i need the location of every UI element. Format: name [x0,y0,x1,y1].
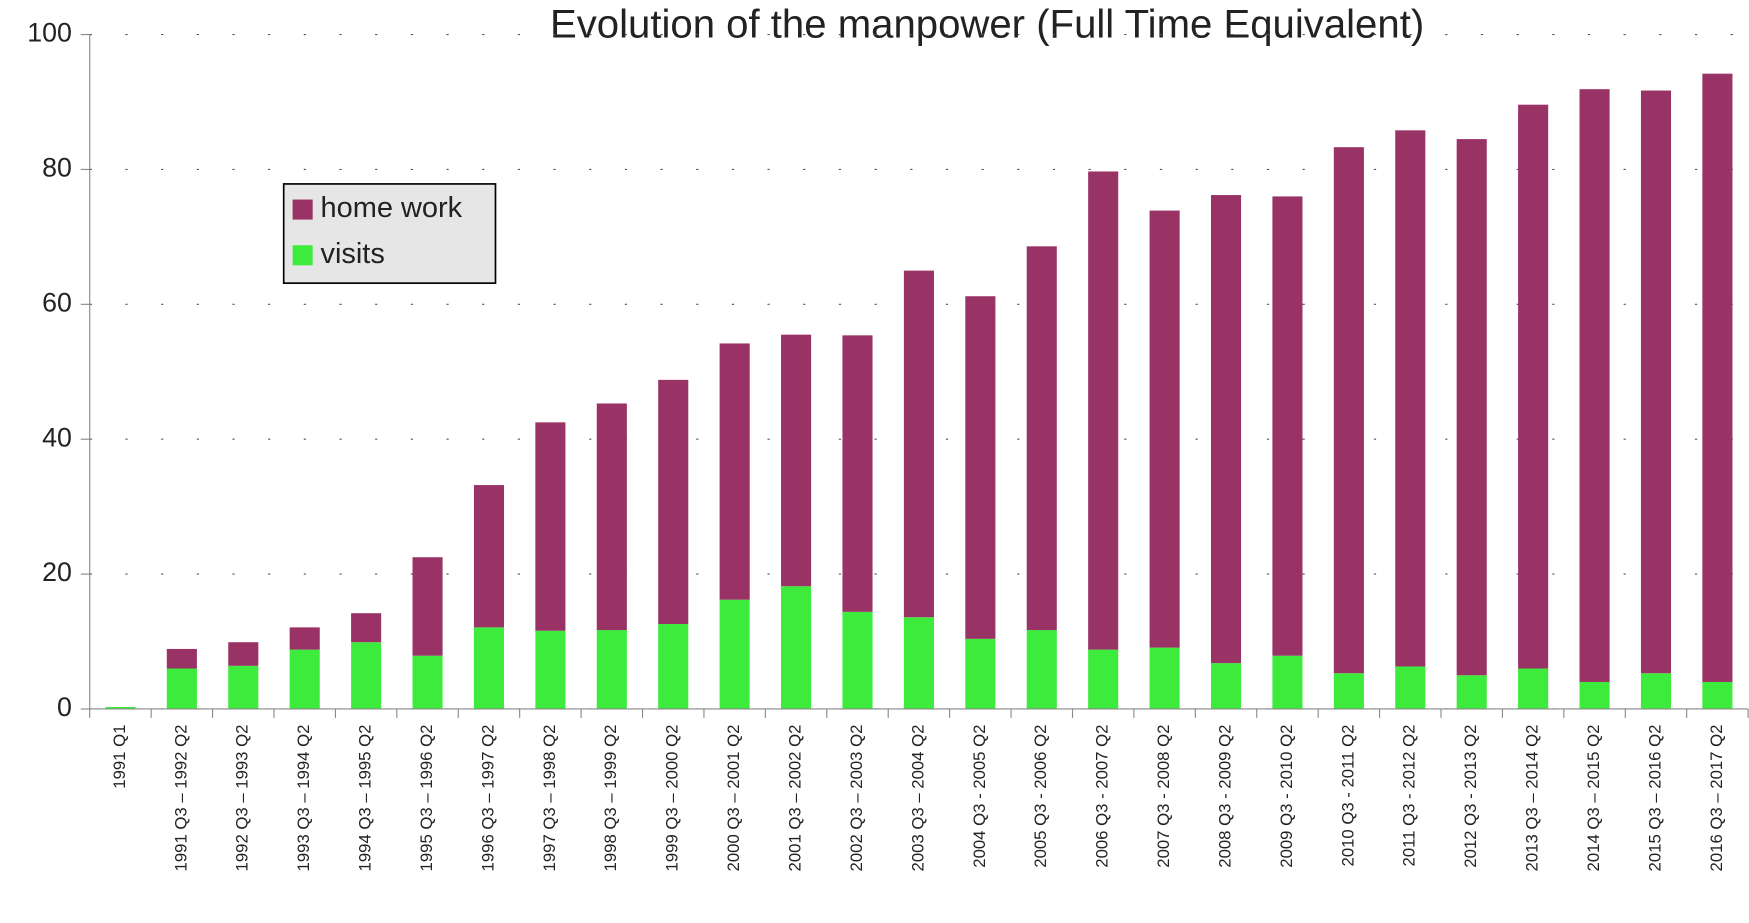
bar-segment [596,403,627,631]
x-tick-label: 2012 Q3 - 2013 Q2 [1461,725,1480,868]
legend-box [282,183,497,284]
bar-segment [842,611,873,709]
bar-segment [535,630,566,709]
x-tick-label: 1994 Q3 – 1995 Q2 [356,725,375,872]
bar-segment [1088,171,1119,650]
bar-segment [903,617,934,709]
bar-segment [473,627,505,709]
legend-swatch [292,245,313,266]
bar-segment [412,557,443,656]
x-tick-label: 1991 Q1 [110,725,129,789]
bar-segment [105,706,136,709]
bar-segment [228,642,259,666]
bar-segment [1333,147,1364,674]
x-tick-label: 2014 Q3 – 2015 Q2 [1584,725,1603,872]
x-tick-label: 2013 Q3 – 2014 Q2 [1523,725,1542,872]
bar-segment [535,422,566,631]
bar-segment [1395,666,1426,709]
bar-segment [1210,195,1242,664]
y-tick-label: 80 [42,153,72,183]
x-tick-label: 2010 Q3 - 2011 Q2 [1338,725,1357,867]
bar-segment [719,343,750,600]
bar-segment [658,623,689,709]
y-tick-label: 40 [42,422,72,452]
y-tick-label: 0 [57,692,72,722]
x-tick-label: 1998 Q3 – 1999 Q2 [601,725,620,872]
x-tick-label: 2001 Q3 – 2002 Q2 [786,725,805,872]
bar-segment [1702,73,1733,682]
bar-segment [965,296,996,639]
bar-segment [596,630,627,709]
bar-segment [1333,673,1364,709]
bar-segment [412,655,443,709]
x-tick-label: 2004 Q3 - 2005 Q2 [970,725,989,868]
x-tick-label: 1997 Q3 – 1998 Q2 [540,725,559,872]
legend: home work visits [282,183,497,284]
x-tick-label: 2015 Q3 – 2016 Q2 [1645,725,1664,872]
chart-title: Evolution of the manpower (Full Time Equ… [550,1,1424,46]
legend-label: home work [320,192,462,224]
bar-segment [351,642,382,709]
y-tick-label: 60 [42,287,72,317]
bar-segment [781,334,812,587]
bar-segment [1395,130,1426,667]
x-tick-label: 1996 Q3 – 1997 Q2 [478,725,497,872]
y-tick-label: 100 [27,18,72,48]
bar-segment [842,335,873,612]
bar-segment [1702,681,1733,709]
x-tick-label: 2011 Q3 - 2012 Q2 [1400,725,1419,867]
bar-segment [1518,104,1549,669]
y-tick-label: 20 [42,557,72,587]
x-tick-label: 2006 Q3 - 2007 Q2 [1093,725,1112,868]
x-tick-label: 1991 Q3 – 1992 Q2 [171,725,190,872]
legend-label: visits [320,238,384,270]
bar-segment [1210,663,1242,709]
x-tick-label: 1992 Q3 – 1993 Q2 [233,725,252,872]
bar-segment [1456,675,1487,709]
x-tick-label: 2005 Q3 - 2006 Q2 [1031,725,1050,868]
x-tick-label: 2003 Q3 – 2004 Q2 [908,725,927,872]
bar-segment [473,485,505,628]
bar-segment [1272,655,1303,709]
bar-segment [1579,89,1610,682]
bar-segment [1640,90,1672,674]
x-tick-label: 2000 Q3 – 2001 Q2 [724,725,743,872]
x-tick-label: 2016 Q3 – 2017 Q2 [1707,725,1726,872]
bar-segment [1088,649,1119,709]
bar-segment [1518,668,1549,709]
bar-segment [289,649,320,709]
bar-segment [1026,246,1057,631]
x-tick-label: 1999 Q3 – 2000 Q2 [663,725,682,872]
bar-segment [1026,630,1057,709]
bar-segment [965,638,996,709]
x-tick-label: 2002 Q3 – 2003 Q2 [847,725,866,872]
x-tick-label: 1993 Q3 – 1994 Q2 [294,725,313,872]
bar-segment [1149,210,1180,648]
legend-swatch [292,199,313,220]
bar-segment [228,665,259,709]
bar-segment [781,586,812,709]
bar-segment [1149,647,1180,709]
bar-segment [166,668,197,709]
x-tick-label: 1995 Q3 – 1996 Q2 [417,725,436,872]
bar-segment [1272,196,1303,656]
bar-segment [658,379,689,624]
x-tick-label: 2007 Q3 - 2008 Q2 [1154,725,1173,868]
x-tick-label: 2008 Q3 - 2009 Q2 [1215,725,1234,868]
bar-segment [903,270,934,618]
bar-segment [719,599,750,709]
bar-segment [289,627,320,650]
bar-segment [1640,673,1672,709]
x-tick-label: 2009 Q3 - 2010 Q2 [1277,725,1296,868]
bar-segment [1579,681,1610,709]
bar-segment [351,613,382,643]
bar-segment [166,648,197,669]
bar-segment [1456,139,1487,676]
